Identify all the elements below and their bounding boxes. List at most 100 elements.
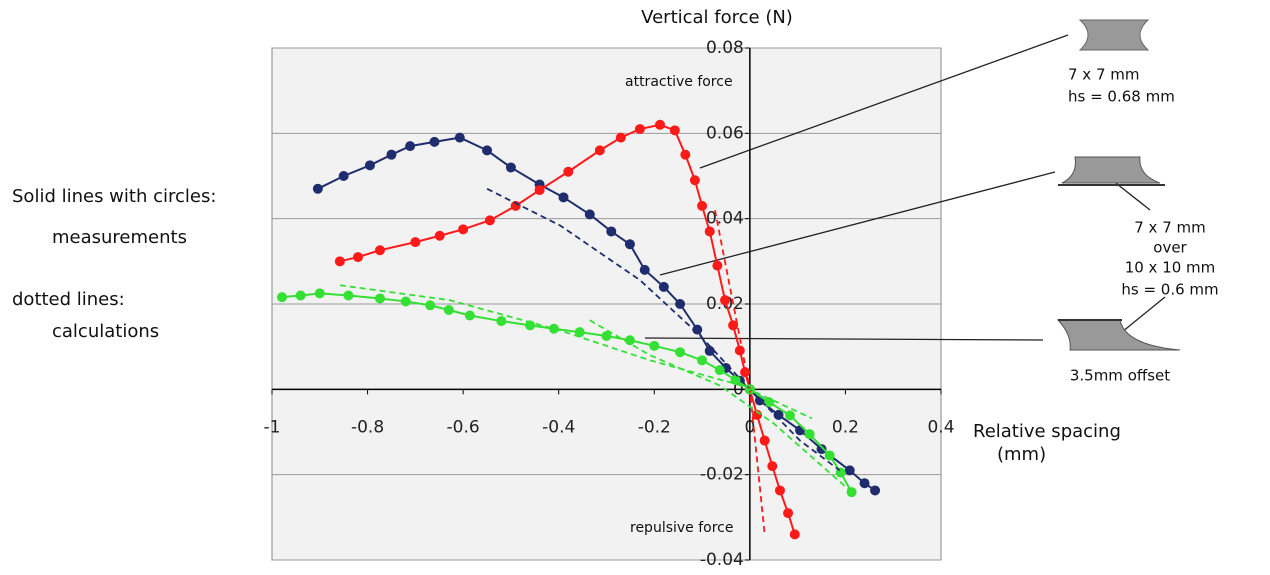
callout-label: 10 x 10 mm: [1125, 259, 1216, 277]
data-point: [558, 192, 569, 203]
x-tick-label: 0.4: [927, 417, 954, 437]
data-point: [816, 444, 827, 455]
callout-line: [699, 34, 1069, 169]
data-point: [655, 119, 666, 130]
callout-label: over: [1153, 239, 1187, 257]
data-point: [443, 304, 454, 315]
data-point: [314, 288, 325, 299]
data-point: [615, 132, 626, 143]
data-point: [624, 239, 635, 250]
data-point: [425, 300, 436, 311]
data-point: [434, 230, 445, 241]
data-point: [773, 409, 784, 420]
x-tick-label: 0.2: [832, 417, 859, 437]
data-point: [783, 508, 794, 519]
callout-line: [644, 337, 1044, 341]
data-point: [484, 215, 495, 226]
data-point: [312, 183, 323, 194]
data-point: [563, 166, 574, 177]
data-point: [405, 141, 416, 152]
calculation-line: [589, 319, 851, 492]
data-point: [454, 132, 465, 143]
data-point: [704, 345, 715, 356]
note: Solid lines with circles:: [12, 186, 216, 207]
data-point: [795, 425, 806, 436]
data-point: [692, 324, 703, 335]
data-point: [594, 145, 605, 156]
data-point: [789, 529, 800, 540]
x-tick-label: -0.8: [351, 417, 384, 437]
data-point: [364, 160, 375, 171]
data-point: [334, 256, 345, 267]
callout-line: [1121, 296, 1166, 333]
callout-label: hs = 0.6 mm: [1121, 281, 1218, 299]
shape-icon: [1056, 319, 1181, 351]
data-point: [458, 224, 469, 235]
data-point: [584, 209, 595, 220]
data-point: [624, 335, 635, 346]
x-tick-label: -0.6: [447, 417, 480, 437]
data-point: [482, 145, 493, 156]
data-point: [774, 485, 785, 496]
data-point: [601, 331, 612, 341]
calculation-line: [339, 284, 813, 420]
shape-icon: [1078, 19, 1150, 51]
data-point: [277, 292, 288, 303]
data-point: [720, 295, 731, 306]
data-point: [464, 310, 475, 321]
data-point: [574, 327, 585, 338]
note: calculations: [52, 321, 159, 342]
callout-label: 7 x 7 mm: [1068, 66, 1140, 84]
data-point: [386, 149, 397, 160]
annotation: attractive force: [625, 74, 733, 90]
data-point: [374, 293, 385, 304]
y-tick-label: 0.08: [706, 38, 744, 58]
data-point: [649, 340, 660, 351]
data-point: [697, 200, 708, 211]
y-tick-label: 0.06: [706, 123, 744, 143]
data-point: [767, 461, 778, 472]
x-tick-label: -1: [264, 417, 281, 437]
data-point: [759, 435, 770, 446]
data-point: [658, 281, 669, 292]
shape-icon: [1061, 156, 1161, 184]
y-axis-title: Vertical force (N): [641, 7, 793, 28]
x-tick-label: -0.2: [638, 417, 671, 437]
data-point: [734, 345, 745, 356]
data-point: [338, 171, 349, 181]
data-point: [295, 290, 306, 301]
data-point: [374, 245, 385, 256]
data-point: [728, 320, 739, 331]
data-point: [859, 478, 870, 489]
data-point: [704, 226, 715, 237]
data-point: [675, 347, 686, 358]
data-point: [496, 316, 507, 327]
callout-label: 7 x 7 mm: [1134, 219, 1206, 237]
callout-lines: [644, 34, 1166, 341]
data-point: [634, 124, 645, 135]
calculation-line: [486, 187, 841, 472]
data-point: [343, 290, 354, 301]
data-point: [714, 365, 725, 376]
callout-line: [659, 171, 1056, 276]
data-point: [669, 125, 680, 136]
data-point: [534, 185, 545, 196]
data-point: [870, 485, 881, 496]
data-point: [639, 264, 650, 275]
data-point: [675, 299, 686, 309]
data-point: [712, 260, 723, 271]
note: dotted lines:: [12, 289, 125, 310]
data-point: [400, 296, 411, 307]
x-axis-title: (mm): [997, 444, 1046, 465]
callout-label: 3.5mm offset: [1070, 367, 1170, 385]
data-point: [824, 450, 835, 461]
data-point: [844, 465, 855, 476]
y-tick-label: 0.04: [706, 209, 744, 229]
data-point: [410, 237, 421, 248]
data-point: [548, 323, 559, 334]
annotation: repulsive force: [630, 520, 734, 536]
grid: [272, 47, 941, 561]
x-tick-label: -0.4: [542, 417, 575, 437]
callout-label: hs = 0.68 mm: [1068, 88, 1175, 106]
